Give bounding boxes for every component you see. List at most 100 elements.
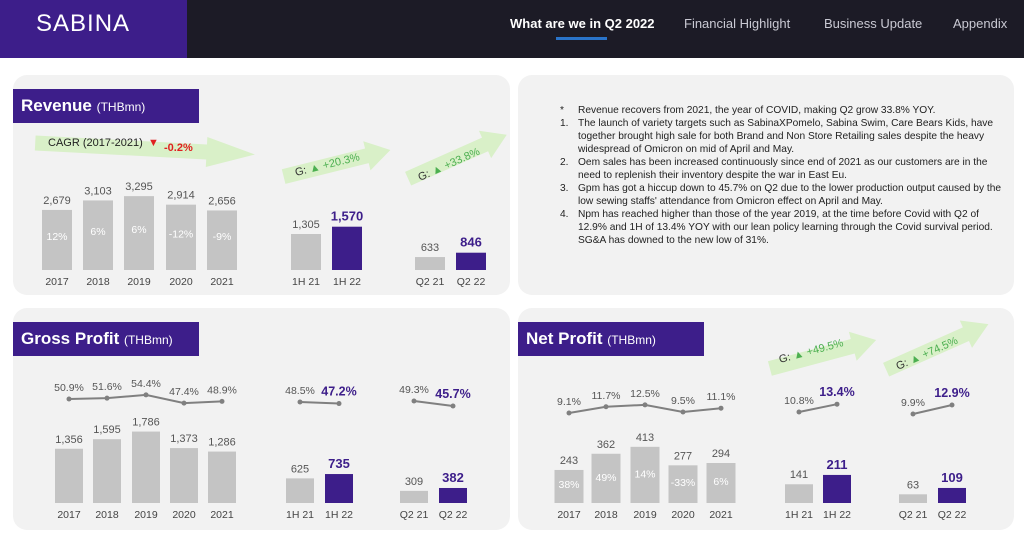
revenue-unit: (THBmn) bbox=[96, 100, 146, 114]
commentary-notes: * Revenue recovers from 2021, the year of… bbox=[560, 104, 1006, 247]
nav-tab-appendix[interactable]: Appendix bbox=[953, 16, 1008, 31]
bar bbox=[286, 478, 314, 503]
margin-label: 9.5% bbox=[671, 395, 695, 407]
x-tick-label: 2021 bbox=[210, 509, 234, 521]
growth-label: -12% bbox=[169, 228, 194, 240]
cagr-label: CAGR (2017-2021) bbox=[48, 137, 143, 149]
down-triangle-icon: ▼ bbox=[148, 137, 159, 149]
bar bbox=[55, 448, 83, 503]
net-growth-arrow-1h bbox=[767, 331, 877, 376]
bar-value-label: 735 bbox=[328, 456, 350, 471]
bar-value-label: 2,656 bbox=[208, 195, 236, 207]
nav-tab-q2-overview[interactable]: What are we in Q2 2022 bbox=[510, 16, 655, 31]
bar bbox=[166, 204, 196, 270]
bar-value-label: 633 bbox=[421, 242, 439, 254]
margin-line bbox=[912, 404, 953, 415]
margin-label: 13.4% bbox=[819, 385, 854, 399]
margin-label: 11.7% bbox=[592, 390, 621, 402]
bar bbox=[668, 465, 698, 503]
gross-profit-unit: (THBmn) bbox=[123, 333, 173, 347]
bar bbox=[400, 490, 428, 503]
margin-point bbox=[104, 395, 110, 401]
growth-label: 38% bbox=[558, 479, 579, 491]
margin-point bbox=[297, 399, 303, 405]
margin-point bbox=[642, 402, 648, 408]
bar bbox=[938, 487, 966, 503]
bar bbox=[83, 200, 113, 270]
x-tick-label: 1H 21 bbox=[785, 509, 813, 521]
commentary-panel bbox=[518, 75, 1014, 295]
margin-point bbox=[450, 403, 456, 409]
margin-point bbox=[219, 398, 225, 404]
margin-point bbox=[181, 400, 187, 406]
x-tick-label: 2021 bbox=[709, 509, 733, 521]
bar-value-label: 277 bbox=[674, 450, 692, 462]
x-tick-label: 2019 bbox=[134, 509, 158, 521]
growth-arrow-q2 bbox=[405, 130, 507, 186]
x-tick-label: 2017 bbox=[557, 509, 581, 521]
x-tick-label: Q2 21 bbox=[400, 509, 429, 521]
growth-label: -33% bbox=[671, 477, 696, 489]
margin-point bbox=[834, 401, 840, 407]
x-tick-label: Q2 21 bbox=[899, 509, 928, 521]
growth-arrow-1h bbox=[281, 141, 391, 184]
bar bbox=[332, 226, 362, 270]
margin-label: 10.8% bbox=[784, 395, 814, 407]
bar bbox=[325, 474, 353, 503]
bar-value-label: 1,356 bbox=[55, 434, 83, 446]
margin-point bbox=[910, 411, 916, 417]
bar bbox=[291, 234, 321, 270]
margin-point bbox=[680, 409, 686, 415]
margin-label: 45.7% bbox=[435, 387, 470, 401]
bar-value-label: 1,373 bbox=[170, 433, 198, 445]
growth-label: 6% bbox=[90, 226, 105, 238]
net-profit-unit: (THBmn) bbox=[607, 333, 656, 347]
bar bbox=[207, 210, 237, 270]
top-navigation-bar: SABINA What are we in Q2 2022 Financial … bbox=[0, 0, 1024, 58]
bar bbox=[170, 448, 198, 503]
margin-label: 47.2% bbox=[321, 385, 356, 399]
growth-label: 49% bbox=[595, 472, 616, 484]
growth-1h-label: G: ▲ +20.3% bbox=[294, 151, 361, 179]
margin-point bbox=[718, 405, 724, 411]
bar bbox=[124, 196, 154, 270]
bar-value-label: 211 bbox=[827, 457, 848, 472]
bar bbox=[93, 439, 121, 503]
company-logo[interactable]: SABINA bbox=[36, 10, 131, 37]
nav-tab-financial-highlight[interactable]: Financial Highlight bbox=[684, 16, 791, 31]
bar bbox=[456, 252, 486, 270]
revenue-title-bar: Revenue (THBmn) bbox=[13, 89, 199, 123]
bar-value-label: 3,103 bbox=[84, 185, 112, 197]
x-tick-label: 2018 bbox=[86, 276, 110, 288]
margin-point bbox=[411, 398, 417, 404]
x-tick-label: 2020 bbox=[671, 509, 695, 521]
bar bbox=[591, 453, 621, 503]
margin-label: 47.4% bbox=[169, 386, 199, 398]
bar bbox=[630, 446, 660, 503]
bar bbox=[132, 431, 160, 503]
bar bbox=[415, 257, 445, 270]
note-item: 3. Gpm has got a hiccup down to 45.7% on … bbox=[560, 183, 1002, 207]
margin-point bbox=[143, 392, 149, 398]
x-tick-label: 2020 bbox=[169, 276, 193, 288]
x-tick-label: 2017 bbox=[45, 276, 69, 288]
gross-profit-title-bar: Gross Profit (THBmn) bbox=[13, 322, 199, 356]
growth-label: -9% bbox=[213, 231, 232, 243]
margin-label: 9.9% bbox=[901, 397, 925, 409]
bar bbox=[208, 451, 236, 503]
gross-profit-title: Gross Profit bbox=[21, 329, 120, 348]
margin-label: 11.1% bbox=[707, 391, 736, 403]
x-tick-label: 2021 bbox=[210, 276, 234, 288]
nav-tab-business-update[interactable]: Business Update bbox=[824, 16, 923, 31]
x-tick-label: 1H 22 bbox=[333, 276, 361, 288]
x-tick-label: 1H 22 bbox=[325, 509, 353, 521]
x-tick-label: 2018 bbox=[95, 509, 119, 521]
note-item: * Revenue recovers from 2021, the year of… bbox=[560, 105, 936, 116]
x-tick-label: 2017 bbox=[57, 509, 81, 521]
bar-value-label: 309 bbox=[405, 476, 423, 488]
bar-value-label: 362 bbox=[597, 439, 615, 451]
net-profit-title: Net Profit bbox=[526, 329, 603, 348]
x-tick-label: Q2 22 bbox=[457, 276, 486, 288]
bar bbox=[823, 474, 851, 503]
x-tick-label: 2019 bbox=[633, 509, 657, 521]
